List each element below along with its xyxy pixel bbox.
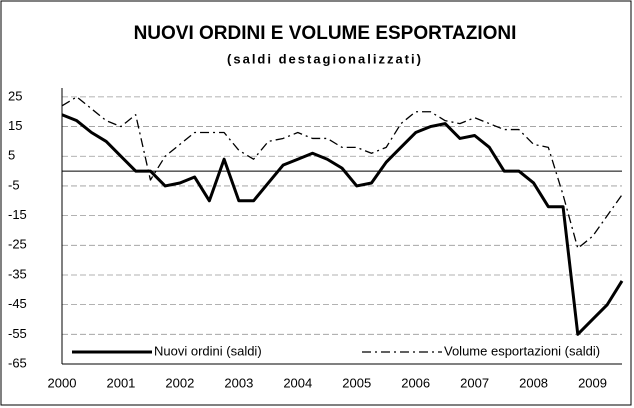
- y-tick-label: -65: [8, 355, 27, 370]
- y-tick-label: 15: [8, 118, 22, 133]
- series-line: [61, 113, 624, 336]
- x-tick-label: 2001: [106, 375, 135, 390]
- y-tick-label: -5: [8, 177, 20, 192]
- y-tick-label: 5: [8, 148, 15, 163]
- x-tick-label: 2004: [283, 375, 312, 390]
- x-tick-label: 2005: [342, 375, 371, 390]
- x-tick-label: 2000: [48, 375, 77, 390]
- y-tick-label: -45: [8, 296, 27, 311]
- y-tick-label: 25: [8, 88, 22, 103]
- x-tick-label: 2008: [519, 375, 548, 390]
- y-tick-label: -25: [8, 237, 27, 252]
- chart-subtitle: (saldi destagionalizzati): [227, 51, 423, 66]
- legend-label: Volume esportazioni (saldi): [444, 343, 600, 358]
- x-tick-label: 2006: [401, 375, 430, 390]
- series-line: [61, 96, 623, 249]
- y-tick-label: -35: [8, 266, 27, 281]
- legend-box: [66, 342, 604, 362]
- y-tick-label: -15: [8, 207, 27, 222]
- x-tick-label: 2009: [578, 375, 607, 390]
- chart-title: NUOVI ORDINI E VOLUME ESPORTAZIONI: [134, 23, 517, 44]
- x-tick-label: 2002: [165, 375, 194, 390]
- x-tick-label: 2007: [460, 375, 489, 390]
- y-tick-label: -55: [8, 326, 27, 341]
- x-tick-label: 2003: [224, 375, 253, 390]
- legend-label: Nuovi ordini (saldi): [154, 343, 262, 358]
